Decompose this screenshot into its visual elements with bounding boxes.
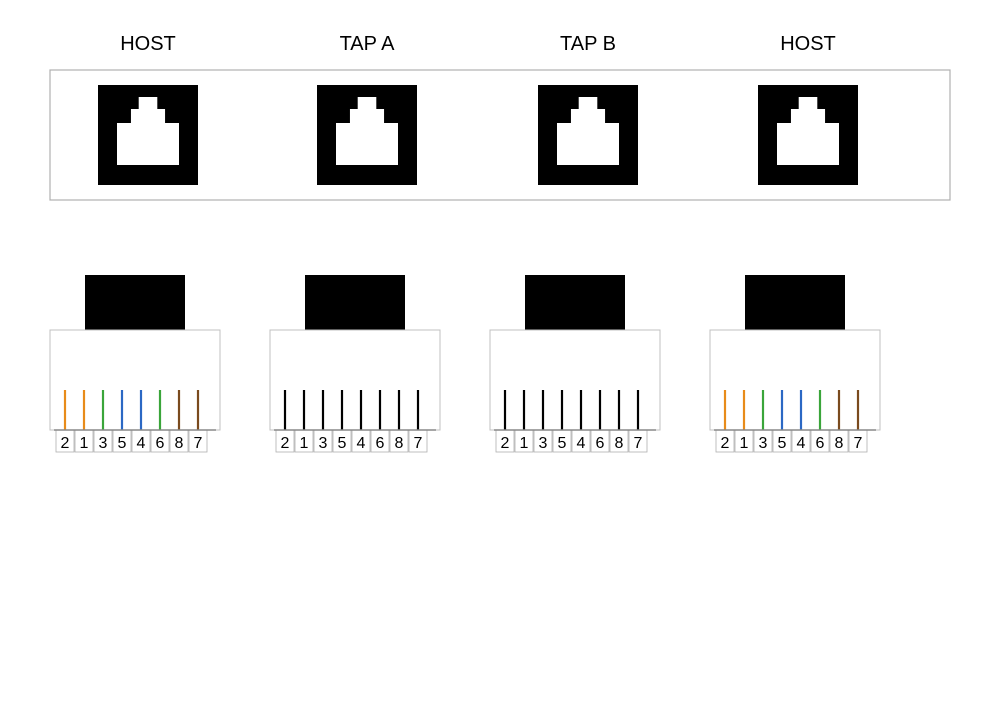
- pin-label: 7: [194, 435, 203, 452]
- jack-body: [270, 330, 440, 430]
- pin-label: 4: [797, 435, 806, 452]
- pin-label: 4: [577, 435, 586, 452]
- jack-assembly: 21354687: [710, 275, 880, 452]
- pin-label: 6: [376, 435, 385, 452]
- pin-label: 2: [721, 435, 730, 452]
- jack-body: [710, 330, 880, 430]
- pin-label: 6: [596, 435, 605, 452]
- pin-label: 1: [80, 435, 89, 452]
- port-label: TAP B: [560, 33, 616, 55]
- pin-label: 5: [558, 435, 567, 452]
- pin-label: 1: [520, 435, 529, 452]
- jack-plug: [305, 275, 405, 330]
- pin-label: 8: [395, 435, 404, 452]
- pin-label: 5: [778, 435, 787, 452]
- pin-label: 3: [319, 435, 328, 452]
- port-label: TAP A: [340, 33, 396, 55]
- port-label: HOST: [120, 33, 176, 55]
- jack-assembly: 21354687: [490, 275, 660, 452]
- jack-plug: [525, 275, 625, 330]
- jack-body: [50, 330, 220, 430]
- port-label: HOST: [780, 33, 836, 55]
- jack-assembly: 21354687: [270, 275, 440, 452]
- pin-label: 3: [759, 435, 768, 452]
- rj45-port-group: [538, 85, 638, 185]
- pin-label: 4: [357, 435, 366, 452]
- pin-label: 1: [300, 435, 309, 452]
- pin-label: 3: [539, 435, 548, 452]
- pin-label: 6: [816, 435, 825, 452]
- rj45-port-group: [758, 85, 858, 185]
- pin-label: 2: [61, 435, 70, 452]
- pin-label: 4: [137, 435, 146, 452]
- jack-plug: [85, 275, 185, 330]
- pin-label: 7: [854, 435, 863, 452]
- pin-label: 7: [414, 435, 423, 452]
- jack-assembly: 21354687: [50, 275, 220, 452]
- pin-label: 1: [740, 435, 749, 452]
- pin-label: 8: [175, 435, 184, 452]
- pin-label: 8: [835, 435, 844, 452]
- jack-plug: [745, 275, 845, 330]
- pin-label: 7: [634, 435, 643, 452]
- pin-label: 5: [118, 435, 127, 452]
- pin-label: 3: [99, 435, 108, 452]
- rj45-port-group: [98, 85, 198, 185]
- pin-label: 2: [281, 435, 290, 452]
- pin-label: 2: [501, 435, 510, 452]
- pin-label: 5: [338, 435, 347, 452]
- rj45-port-group: [317, 85, 417, 185]
- jack-body: [490, 330, 660, 430]
- pin-label: 8: [615, 435, 624, 452]
- pin-label: 6: [156, 435, 165, 452]
